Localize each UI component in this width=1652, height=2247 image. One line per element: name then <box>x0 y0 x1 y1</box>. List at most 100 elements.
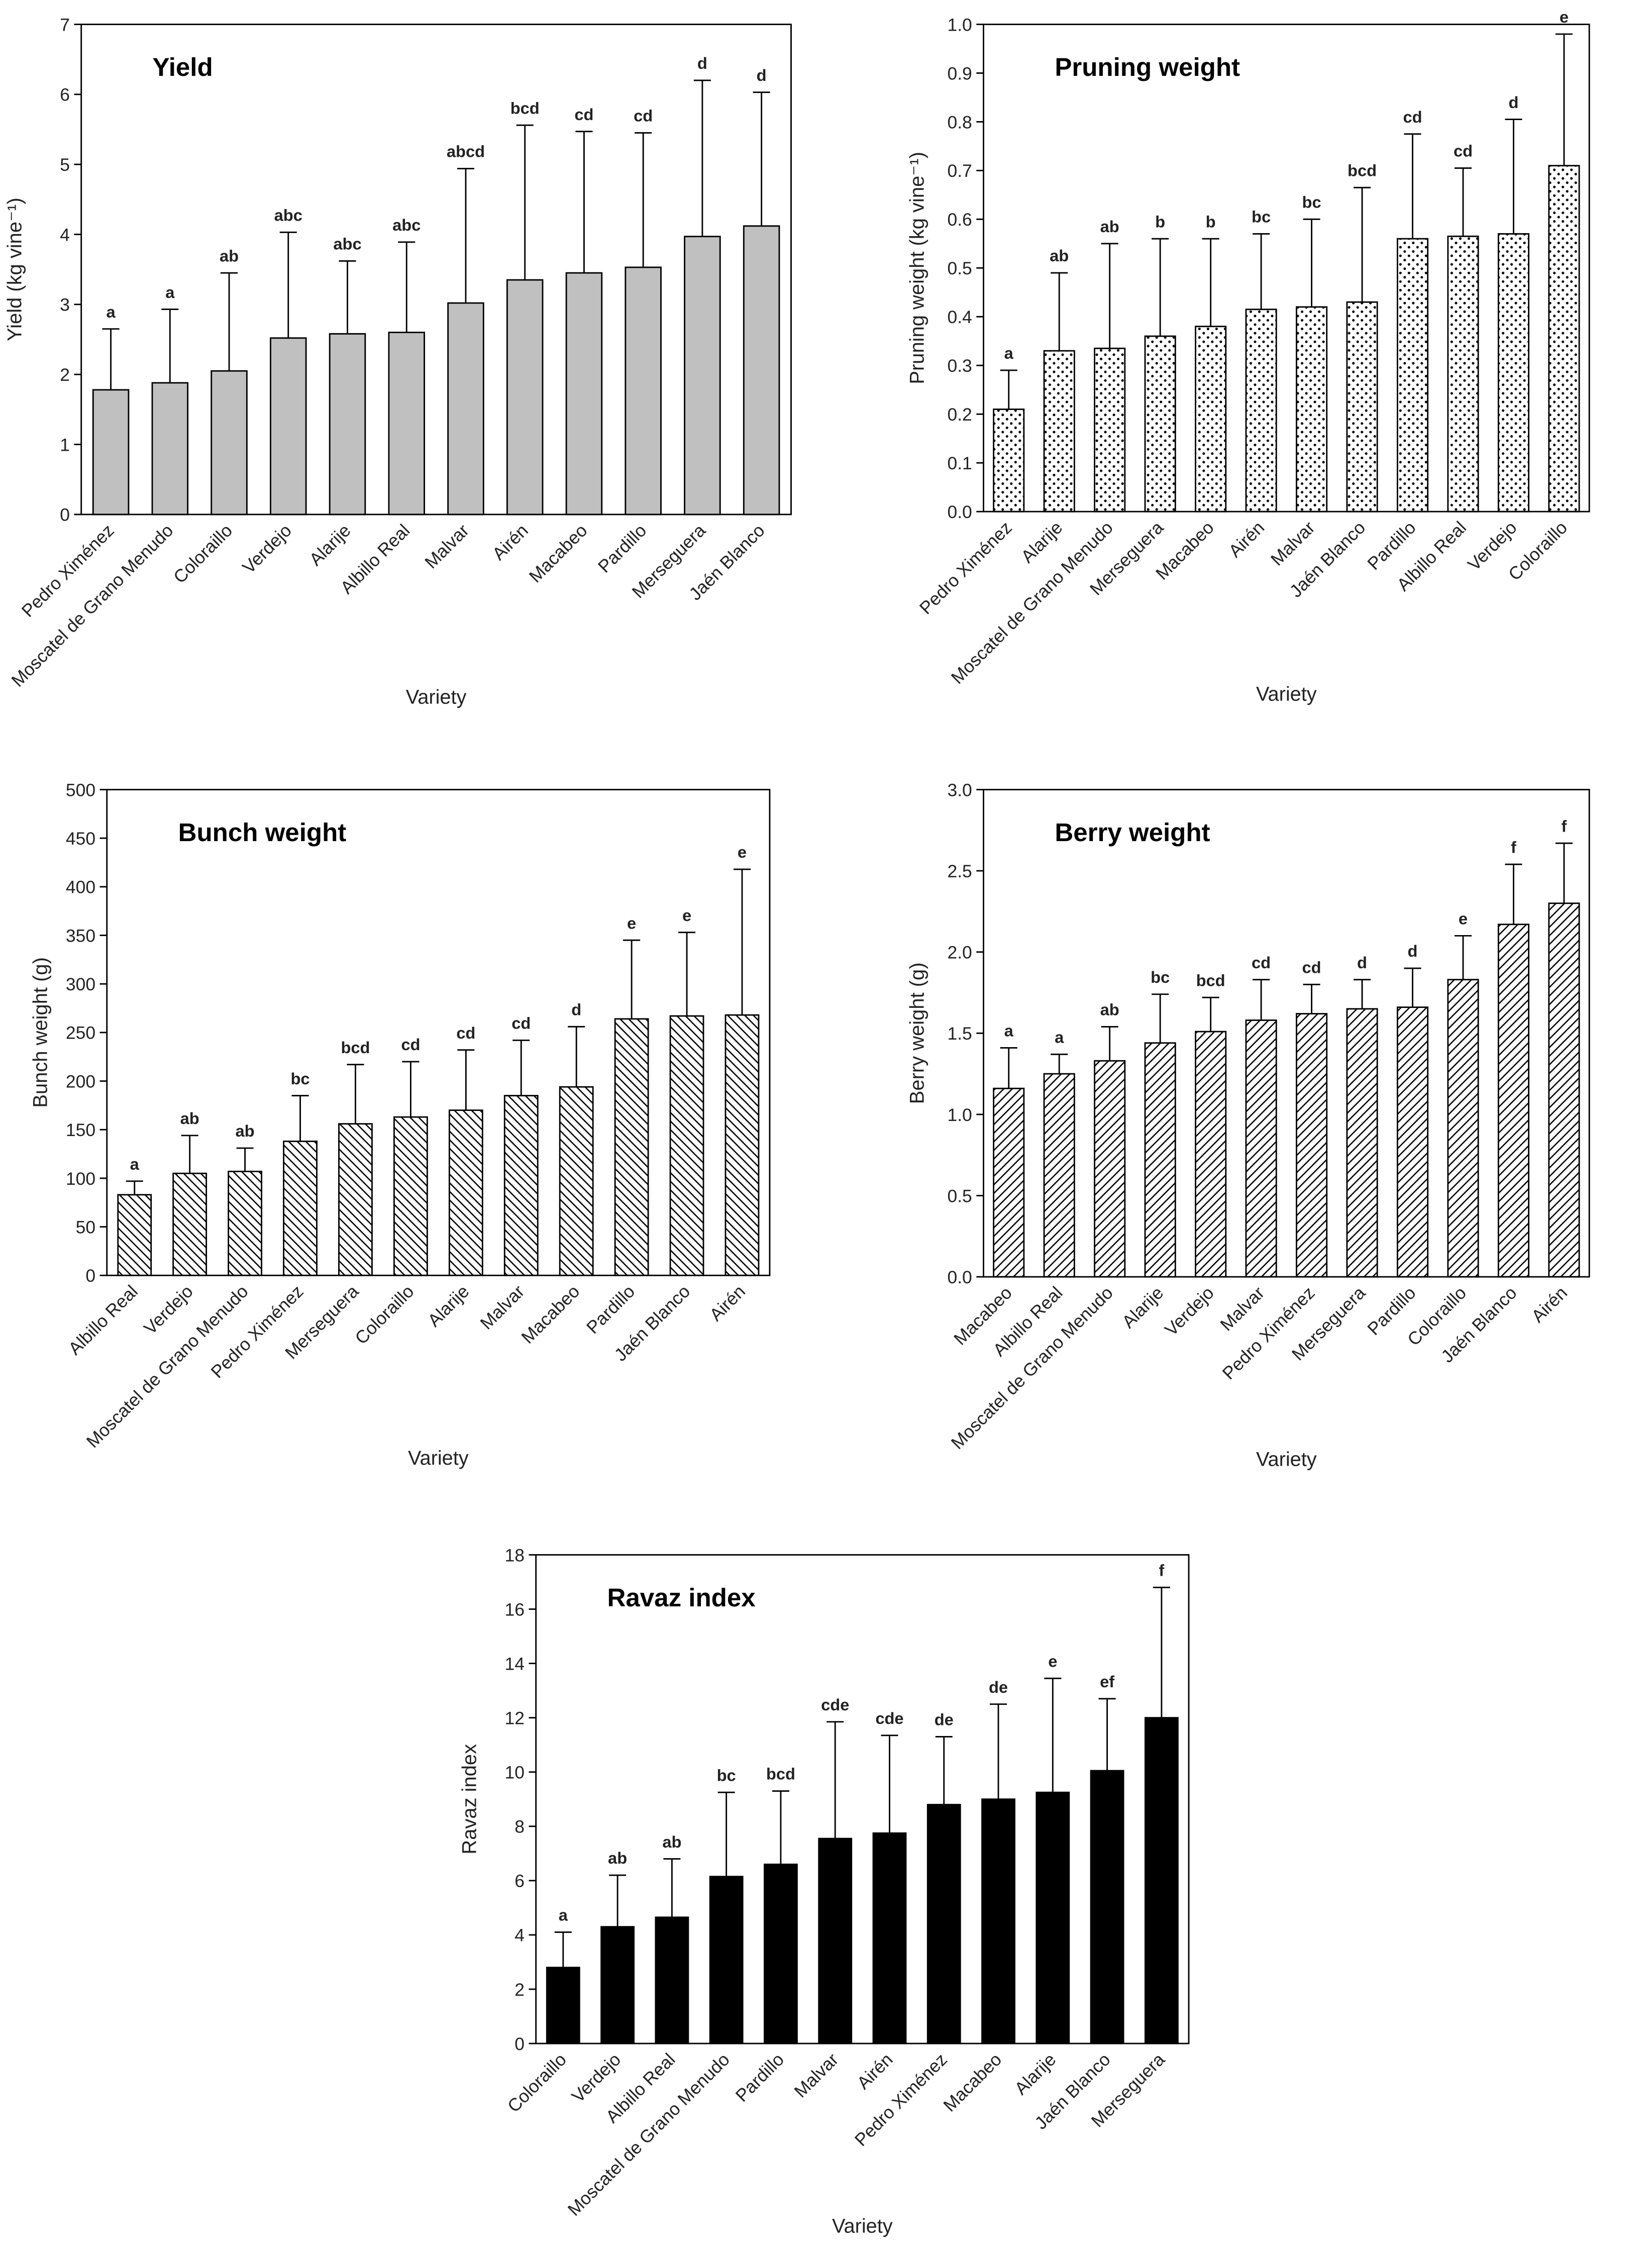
y-tick-label: 150 <box>66 1120 95 1140</box>
significance-letter: e <box>738 843 747 861</box>
bar <box>211 370 248 516</box>
bar <box>1245 309 1277 513</box>
significance-letter: cd <box>1403 108 1422 126</box>
y-tick-label: 18 <box>505 1545 525 1565</box>
x-tick-label: Airén <box>1225 518 1269 561</box>
y-axis-label: Berry weight (g) <box>906 962 928 1104</box>
y-tick-label: 16 <box>505 1599 525 1619</box>
y-tick-label: 2 <box>60 365 70 385</box>
y-tick-label: 0.5 <box>947 258 972 278</box>
significance-letter: e <box>1459 909 1468 928</box>
x-tick-label: Pedro Ximénez <box>915 518 1016 619</box>
bar <box>338 1123 373 1276</box>
x-tick-label: Macabeo <box>940 2050 1005 2116</box>
x-axis-label: Variety <box>406 686 467 708</box>
x-tick-label: Alarije <box>1017 518 1066 567</box>
y-tick-label: 500 <box>66 780 95 800</box>
significance-letter: cd <box>574 105 593 124</box>
y-tick-label: 2 <box>514 1980 525 2000</box>
bar <box>393 1116 428 1276</box>
bar <box>92 389 130 516</box>
y-tick-label: 7 <box>60 15 70 35</box>
bar <box>1090 1770 1124 2045</box>
bar <box>993 1087 1025 1278</box>
y-tick-label: 100 <box>66 1169 95 1189</box>
significance-letter: ab <box>662 1832 681 1851</box>
chart-title: Berry weight <box>1055 818 1210 847</box>
significance-letter: bc <box>1252 208 1271 226</box>
x-tick-label: Albillo Real <box>64 1281 142 1359</box>
y-axis-label: Pruning weight (kg vine⁻¹) <box>906 152 928 384</box>
bar <box>600 1926 635 2045</box>
bar <box>625 266 662 516</box>
bar <box>1497 233 1530 513</box>
significance-letter: abc <box>392 216 421 234</box>
y-tick-label: 450 <box>66 829 95 849</box>
bar <box>1396 238 1429 513</box>
x-tick-label: Macabeo <box>518 1281 583 1348</box>
x-tick-label: Macabeo <box>525 520 591 586</box>
significance-letter: f <box>1159 1561 1164 1579</box>
y-tick-label: 0.1 <box>947 453 972 473</box>
bar <box>1195 326 1227 513</box>
bar <box>506 279 544 516</box>
bar <box>981 1798 1015 2045</box>
significance-letter: a <box>1004 1022 1014 1040</box>
significance-letter: e <box>627 913 636 932</box>
y-tick-label: 0.5 <box>947 1186 972 1206</box>
y-tick-label: 0.8 <box>947 112 972 132</box>
plot-frame <box>983 24 1590 513</box>
bar <box>1043 1073 1075 1278</box>
bar <box>1346 301 1378 513</box>
bar <box>1346 1008 1378 1278</box>
significance-letter: ab <box>1050 246 1069 265</box>
x-tick-label: Coloraillo <box>169 520 236 587</box>
x-tick-label: Airén <box>488 520 532 564</box>
y-tick-label: 200 <box>66 1071 95 1091</box>
y-tick-label: 250 <box>66 1023 95 1043</box>
bar <box>1548 165 1580 513</box>
significance-letter: ab <box>1100 1000 1119 1018</box>
bar <box>546 1967 580 2045</box>
bar <box>993 408 1025 513</box>
bar <box>559 1086 594 1276</box>
chart-title: Ravaz index <box>607 1583 756 1612</box>
bar <box>1094 1060 1126 1278</box>
significance-letter: cd <box>634 107 653 125</box>
y-tick-label: 0.2 <box>947 404 972 425</box>
y-tick-label: 400 <box>66 877 95 897</box>
significance-letter: d <box>1357 953 1367 972</box>
x-tick-label: Airén <box>853 2050 897 2093</box>
bar <box>1447 235 1479 513</box>
bar <box>1296 1013 1328 1278</box>
bar <box>1245 1019 1277 1278</box>
y-tick-label: 350 <box>66 926 95 946</box>
bar <box>764 1863 798 2045</box>
significance-letter: abcd <box>447 142 485 161</box>
y-tick-label: 3 <box>60 295 70 315</box>
significance-letter: cd <box>1252 953 1271 972</box>
y-tick-label: 0.6 <box>947 210 972 230</box>
y-tick-label: 14 <box>505 1654 525 1674</box>
significance-letter: bc <box>1302 192 1321 211</box>
significance-letter: f <box>1511 838 1516 856</box>
y-tick-label: 6 <box>60 85 70 105</box>
bar <box>1144 335 1176 513</box>
x-axis-label: Variety <box>408 1447 469 1469</box>
x-tick-label: Alarije <box>1118 1283 1167 1332</box>
x-axis-label: Variety <box>832 2215 893 2237</box>
x-tick-label: Verdejo <box>1161 1283 1218 1340</box>
significance-letter: bc <box>290 1069 309 1088</box>
y-tick-label: 300 <box>66 974 95 994</box>
y-axis-label: Bunch weight (g) <box>30 957 52 1108</box>
significance-letter: d <box>697 54 707 72</box>
significance-letter: cd <box>456 1024 475 1042</box>
chart-title: Bunch weight <box>178 818 347 847</box>
bar <box>1497 924 1530 1278</box>
bar <box>1447 979 1479 1278</box>
significance-letter: cd <box>1454 142 1473 160</box>
y-tick-label: 4 <box>514 1925 525 1946</box>
y-tick-label: 2.5 <box>947 861 972 881</box>
significance-letter: d <box>571 1000 581 1018</box>
